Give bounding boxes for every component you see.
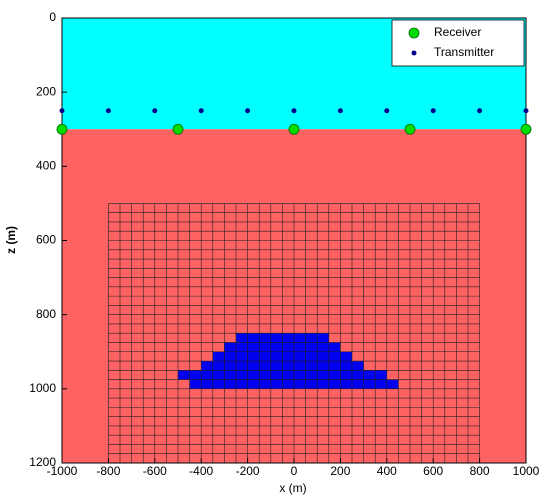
y-tick-label: 0: [49, 10, 56, 24]
y-tick-label: 800: [36, 307, 56, 321]
legend-marker: [408, 27, 420, 39]
legend-marker: [411, 50, 417, 56]
x-tick-label: -200: [236, 464, 260, 478]
x-tick-label: 1000: [513, 464, 540, 478]
point: [520, 123, 532, 135]
point: [198, 108, 204, 114]
y-tick-label: 1200: [29, 455, 56, 469]
x-tick-label: 200: [330, 464, 350, 478]
x-tick-label: -400: [189, 464, 213, 478]
legend-label: Transmitter: [434, 45, 494, 59]
point: [430, 108, 436, 114]
x-tick-label: -1000: [47, 464, 78, 478]
point: [384, 108, 390, 114]
y-tick-label: 400: [36, 159, 56, 173]
point: [172, 123, 184, 135]
point: [59, 108, 65, 114]
legend-label: Receiver: [434, 25, 481, 39]
x-tick-label: 600: [423, 464, 443, 478]
x-tick-label: -600: [143, 464, 167, 478]
x-tick-label: 0: [291, 464, 298, 478]
x-tick-label: -800: [96, 464, 120, 478]
point: [523, 108, 529, 114]
point: [105, 108, 111, 114]
y-tick-label: 600: [36, 233, 56, 247]
x-axis-label: x (m): [279, 481, 306, 495]
x-tick-label: 400: [377, 464, 397, 478]
point: [291, 108, 297, 114]
x-tick-label: 800: [470, 464, 490, 478]
point: [288, 123, 300, 135]
point: [152, 108, 158, 114]
point: [245, 108, 251, 114]
y-tick-label: 1000: [29, 381, 56, 395]
point: [404, 123, 416, 135]
point: [477, 108, 483, 114]
point: [337, 108, 343, 114]
point: [56, 123, 68, 135]
y-axis-label: z (m): [4, 226, 18, 254]
y-tick-label: 200: [36, 84, 56, 98]
